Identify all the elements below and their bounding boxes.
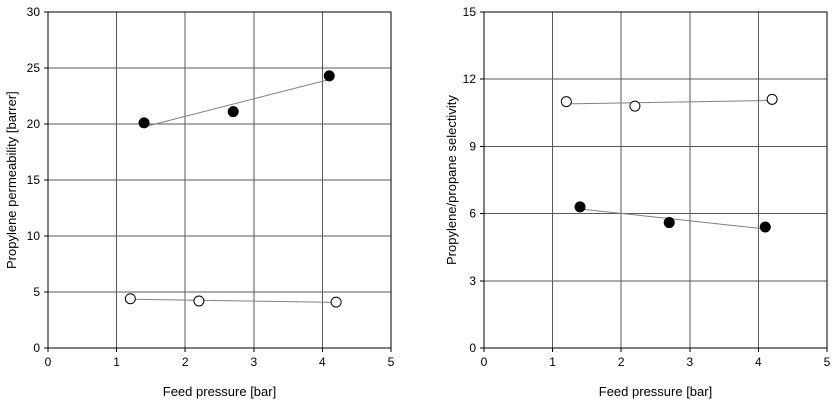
plot-border: [483, 11, 828, 349]
open-circle-marker: [124, 293, 136, 305]
open-circle-marker: [766, 93, 778, 105]
svg-text:3: 3: [469, 274, 476, 288]
svg-text:3: 3: [250, 355, 257, 369]
gridlines: [47, 11, 392, 349]
svg-text:5: 5: [824, 355, 831, 369]
filled-circle-marker: [759, 221, 771, 233]
gridlines: [483, 11, 828, 349]
svg-text:6: 6: [469, 207, 476, 221]
svg-text:10: 10: [27, 229, 41, 243]
svg-text:3: 3: [686, 355, 693, 369]
open-circle-marker: [330, 296, 342, 308]
axis-ticks: [480, 11, 828, 352]
open-circle-marker: [193, 295, 205, 307]
filled-circle-marker: [323, 70, 335, 82]
filled-circle-marker: [574, 201, 586, 213]
svg-text:0: 0: [45, 355, 52, 369]
trendline: [566, 99, 773, 105]
filled-circle-marker: [227, 106, 239, 118]
svg-text:4: 4: [755, 355, 762, 369]
svg-text:1: 1: [113, 355, 120, 369]
svg-text:0: 0: [33, 341, 40, 355]
svg-text:9: 9: [469, 139, 476, 153]
svg-text:12: 12: [463, 72, 477, 86]
svg-text:20: 20: [27, 117, 41, 131]
svg-text:30: 30: [27, 5, 41, 19]
series-open: [560, 93, 778, 112]
y-axis-label: Propylene permeability [barrer]: [4, 91, 19, 269]
axis-ticks: [44, 11, 392, 352]
svg-text:25: 25: [27, 61, 41, 75]
svg-text:0: 0: [481, 355, 488, 369]
open-circle-marker: [560, 96, 572, 108]
svg-text:5: 5: [388, 355, 395, 369]
svg-text:15: 15: [27, 173, 41, 187]
trendline: [130, 298, 337, 303]
filled-circle-marker: [663, 217, 675, 229]
svg-text:15: 15: [463, 5, 477, 19]
series-filled: [574, 201, 771, 233]
svg-text:1: 1: [549, 355, 556, 369]
series-filled: [138, 70, 335, 129]
x-axis-label: Feed pressure [bar]: [162, 384, 277, 399]
svg-text:5: 5: [33, 285, 40, 299]
x-axis-label: Feed pressure [bar]: [598, 384, 713, 399]
svg-text:2: 2: [618, 355, 625, 369]
svg-text:4: 4: [319, 355, 326, 369]
tick-labels: 0 1 2 3 4 5 0 5 10 15 20 25 30: [27, 5, 395, 369]
y-axis-label: Propylene/propane selectivity: [444, 95, 459, 265]
series-open: [124, 293, 342, 308]
filled-circle-marker: [138, 117, 150, 129]
svg-text:0: 0: [469, 341, 476, 355]
selectivity-chart: 0 1 2 3 4 5 0 3 6 9 12 15 Propylene/propane selecti…: [418, 0, 836, 403]
open-circle-marker: [629, 100, 641, 112]
trendline: [143, 79, 330, 128]
permeability-chart: 0 1 2 3 4 5 0 5 10 15 20 25 30 Propylene permeabilit…: [4, 5, 395, 399]
svg-text:2: 2: [182, 355, 189, 369]
permeability-plot: 0 1 2 3 4 5 0 5 10 15 20 25 30: [27, 5, 395, 369]
